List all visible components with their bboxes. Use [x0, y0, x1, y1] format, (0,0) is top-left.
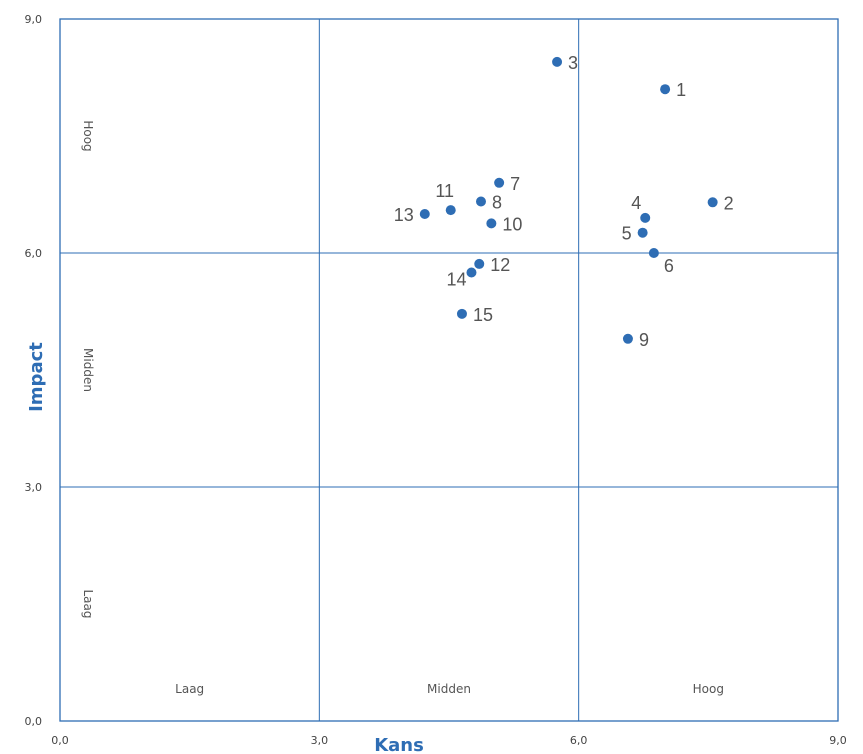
- y-tick-label: 6,0: [25, 247, 43, 260]
- data-point-12: [474, 258, 485, 269]
- point-label-10: 10: [502, 214, 522, 234]
- zone-labels: Laag Midden Hoog Laag Midden Hoog: [81, 120, 724, 696]
- data-point-10: [486, 218, 497, 229]
- grid-layer: [59, 18, 839, 722]
- point-label-9: 9: [639, 330, 649, 350]
- plot-border: [59, 18, 839, 722]
- point-label-7: 7: [510, 174, 520, 194]
- x-tick-label: 9,0: [829, 734, 847, 747]
- data-point-7: [494, 177, 505, 188]
- data-point-14: [466, 267, 477, 278]
- point-label-4: 4: [631, 193, 641, 213]
- tick-labels: 0,0 3,0 6,0 9,0 0,0 3,0 6,0 9,0: [25, 13, 847, 747]
- x-axis-title: Kans: [374, 735, 424, 754]
- x-zone-label: Laag: [175, 682, 204, 696]
- point-label-8: 8: [492, 193, 502, 213]
- point-label-12: 12: [490, 255, 510, 275]
- data-point-13: [419, 209, 430, 219]
- data-point-1: [660, 84, 671, 95]
- y-zone-label: Midden: [81, 348, 95, 392]
- point-label-2: 2: [724, 193, 734, 213]
- data-point-4: [640, 212, 651, 223]
- data-point-11: [445, 205, 456, 216]
- x-tick-label: 6,0: [570, 734, 588, 747]
- y-zone-label: Hoog: [81, 120, 95, 151]
- y-axis-title: Impact: [26, 342, 47, 412]
- x-tick-label: 0,0: [51, 734, 69, 747]
- data-point-9: [622, 333, 633, 344]
- y-tick-label: 9,0: [25, 13, 43, 26]
- data-point-3: [552, 56, 563, 67]
- point-label-1: 1: [676, 80, 686, 100]
- point-label-3: 3: [568, 53, 578, 73]
- x-zone-label: Midden: [427, 682, 471, 696]
- point-label-5: 5: [622, 224, 632, 244]
- y-zone-label: Laag: [81, 589, 95, 618]
- point-label-15: 15: [473, 305, 493, 325]
- point-label-6: 6: [664, 256, 674, 276]
- data-point-8: [475, 196, 486, 207]
- point-label-11: 11: [435, 181, 454, 201]
- data-point-15: [456, 308, 467, 319]
- x-tick-label: 3,0: [311, 734, 329, 747]
- point-label-13: 13: [394, 205, 414, 225]
- data-point-2: [707, 197, 718, 208]
- x-zone-label: Hoog: [693, 682, 724, 696]
- point-label-14: 14: [446, 270, 466, 290]
- y-tick-label: 0,0: [25, 715, 43, 728]
- data-point-6: [648, 248, 659, 258]
- data-point-5: [637, 227, 648, 238]
- y-tick-label: 3,0: [25, 481, 43, 494]
